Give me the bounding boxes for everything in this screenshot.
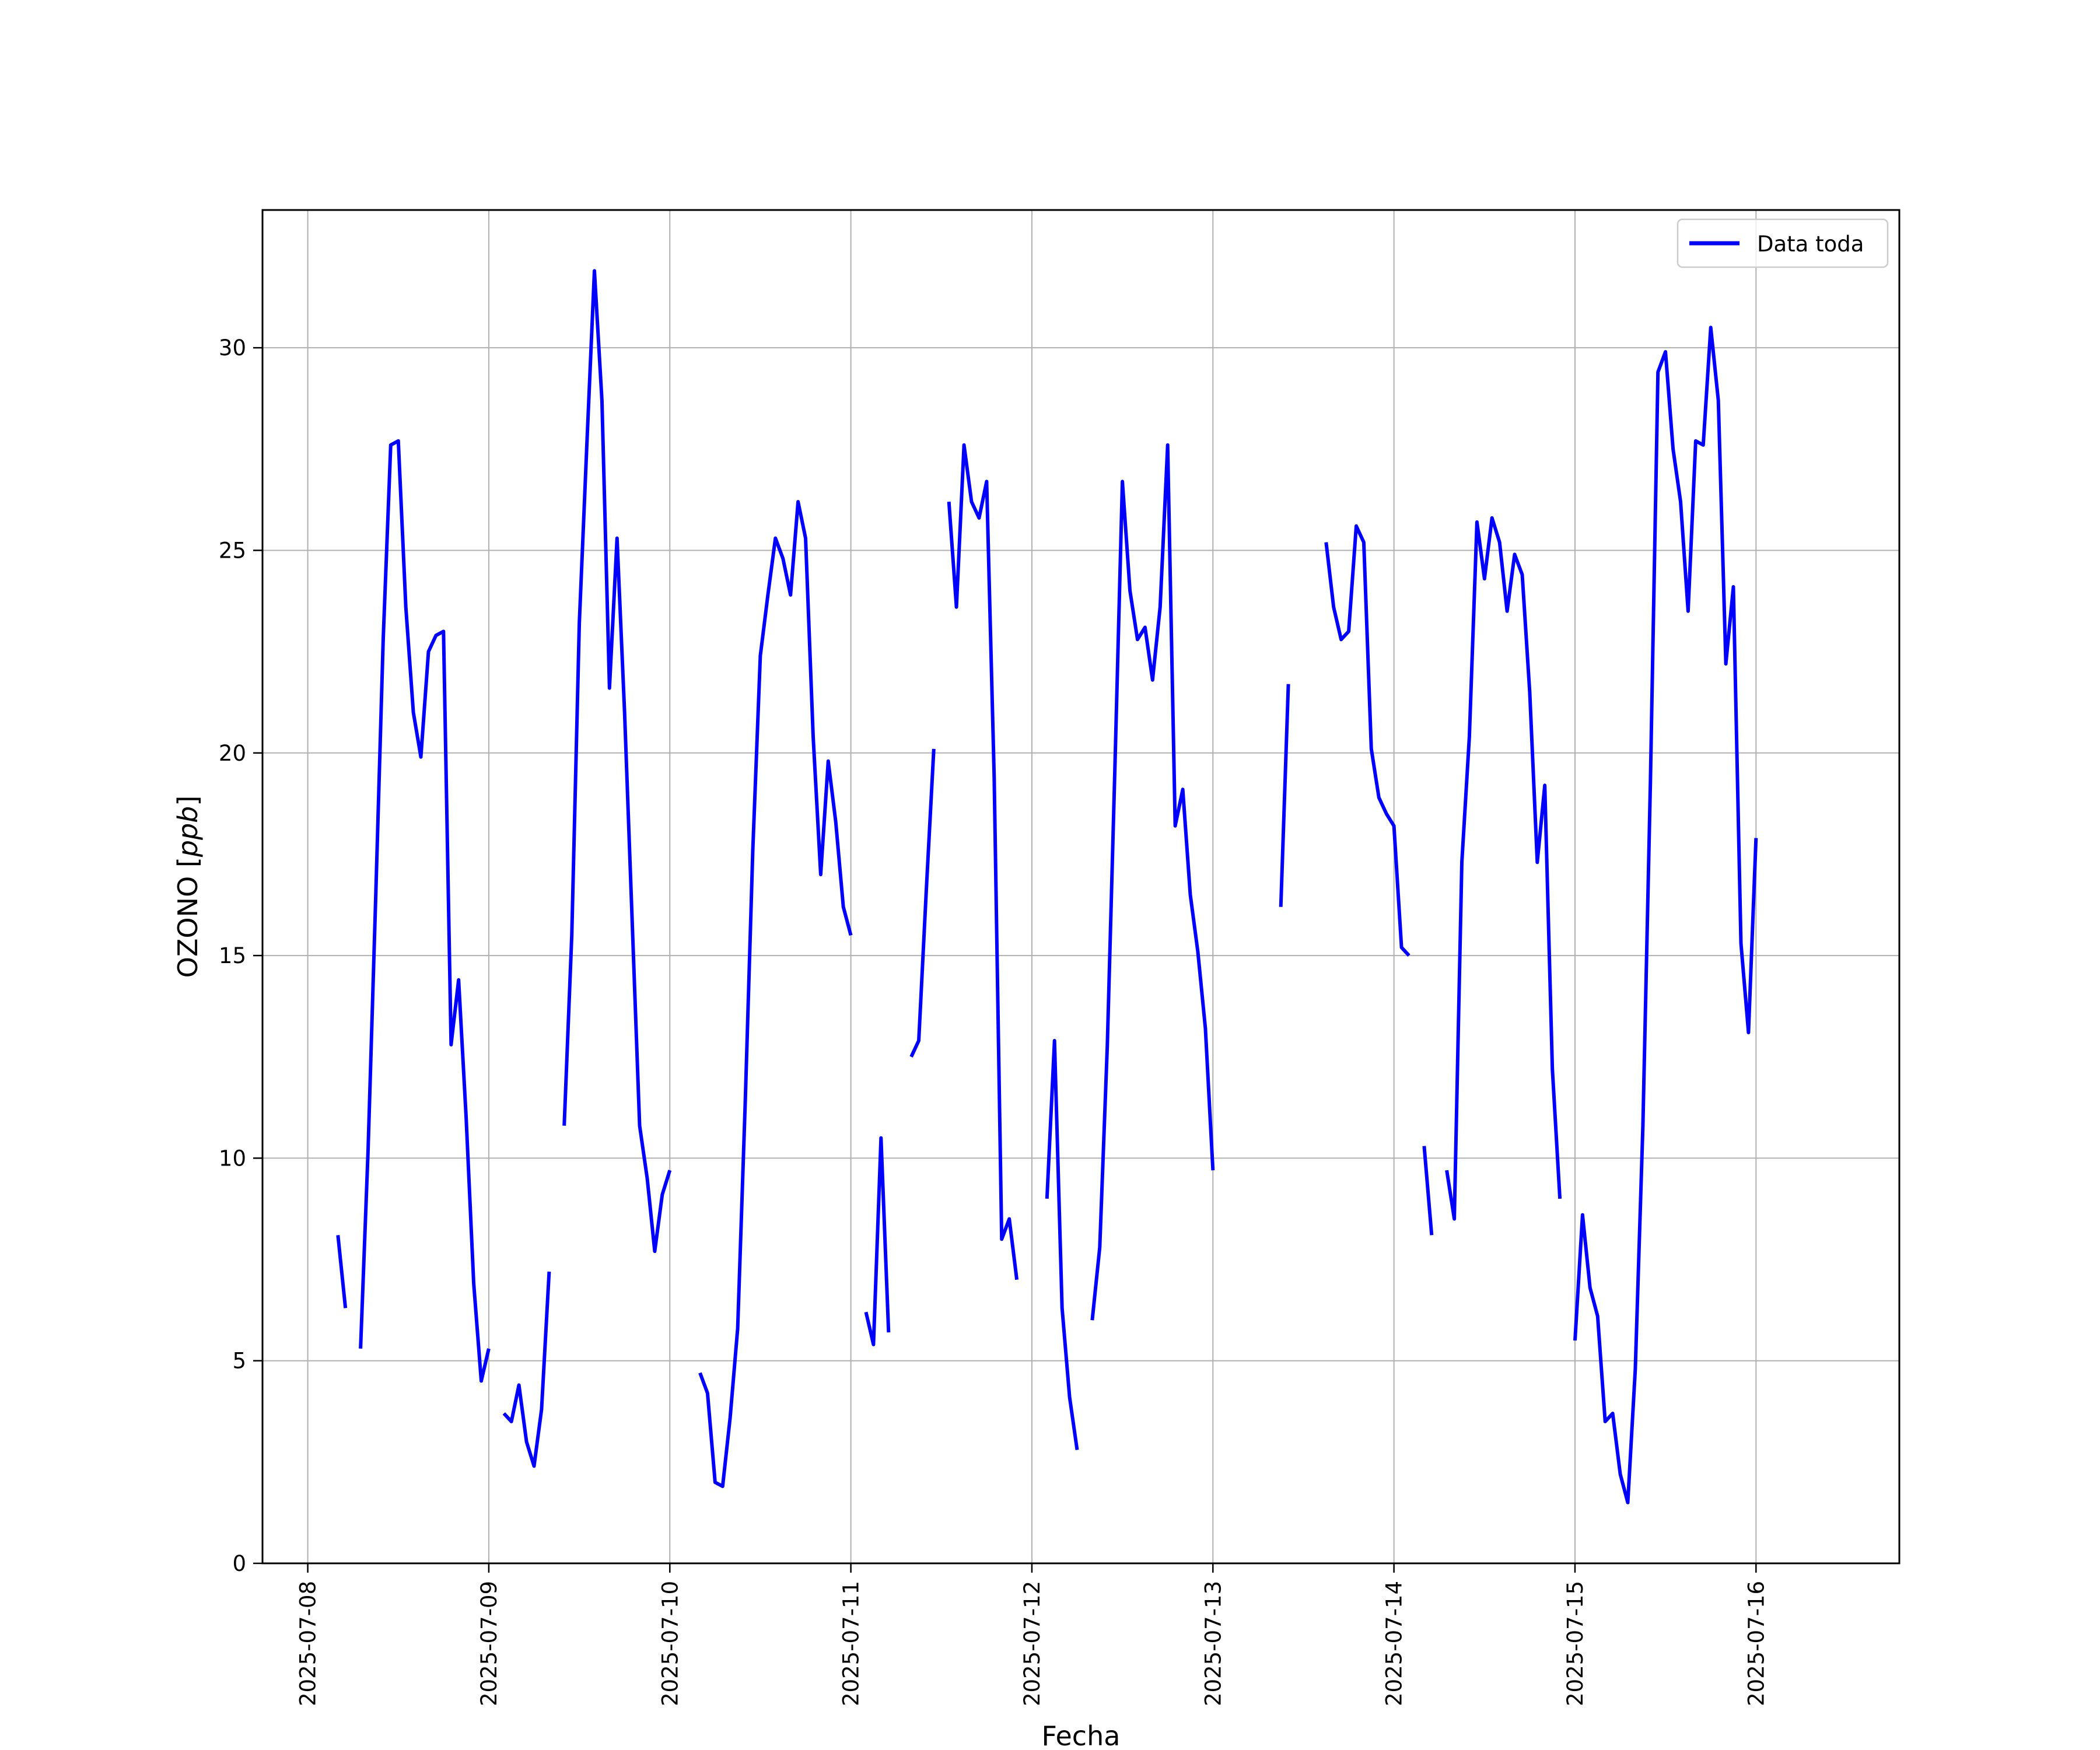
y-tick-label: 30 <box>219 335 246 360</box>
x-tick-label: 2025-07-16 <box>1744 1581 1769 1706</box>
series-line-segment <box>562 269 672 1254</box>
x-tick-label: 2025-07-15 <box>1563 1581 1588 1706</box>
x-tick-label: 2025-07-10 <box>657 1581 682 1706</box>
x-tick-label: 2025-07-08 <box>296 1581 321 1706</box>
y-axis-label-text: OZONO [ <box>172 857 204 978</box>
series-line-segment <box>909 748 936 1058</box>
x-tick-label: 2025-07-14 <box>1382 1581 1407 1706</box>
series-line-segment <box>1422 1146 1434 1236</box>
series-line-segment <box>1045 1039 1079 1450</box>
series-line-segment <box>947 443 1019 1280</box>
y-tick-label: 15 <box>219 943 246 968</box>
series-line-segment <box>698 500 853 1488</box>
y-tick-label: 25 <box>219 538 246 563</box>
y-axis-label-text-end: ] <box>172 796 204 806</box>
series-line-segment <box>1573 326 1758 1504</box>
series-line-segment <box>1279 684 1290 907</box>
y-tick-label: 5 <box>232 1349 246 1374</box>
y-tick-label: 10 <box>219 1146 246 1171</box>
legend: Data toda <box>1676 218 1889 268</box>
x-tick-label: 2025-07-11 <box>839 1581 864 1706</box>
series-line-segment <box>1445 516 1562 1221</box>
series-line-segment <box>1090 443 1215 1321</box>
series-line-segment <box>359 439 491 1383</box>
series-line-segment <box>1324 524 1410 957</box>
y-axis-label: OZONO [ppb] <box>172 796 204 978</box>
series-line-segment <box>336 1235 348 1308</box>
x-tick-label: 2025-07-09 <box>477 1581 502 1706</box>
series-line-segment <box>864 1136 891 1346</box>
plot-area-frame <box>261 209 1901 1564</box>
series-line-segment <box>502 1271 551 1468</box>
y-axis-label-unit: ppb <box>172 806 204 858</box>
x-tick-label: 2025-07-12 <box>1020 1581 1045 1706</box>
legend-label: Data toda <box>1757 232 1864 257</box>
x-axis-label: Fecha <box>1042 1720 1121 1750</box>
y-tick-label: 20 <box>219 741 246 766</box>
y-tick-label: 0 <box>232 1551 246 1576</box>
legend-box <box>1676 218 1889 268</box>
x-tick-label: 2025-07-13 <box>1200 1581 1226 1706</box>
tick-layer: 2025-07-08 2025-07-09 2025-07-10 2025-07-11… <box>219 335 1769 1706</box>
grid-layer <box>262 210 1899 1564</box>
series-layer <box>336 269 1758 1504</box>
